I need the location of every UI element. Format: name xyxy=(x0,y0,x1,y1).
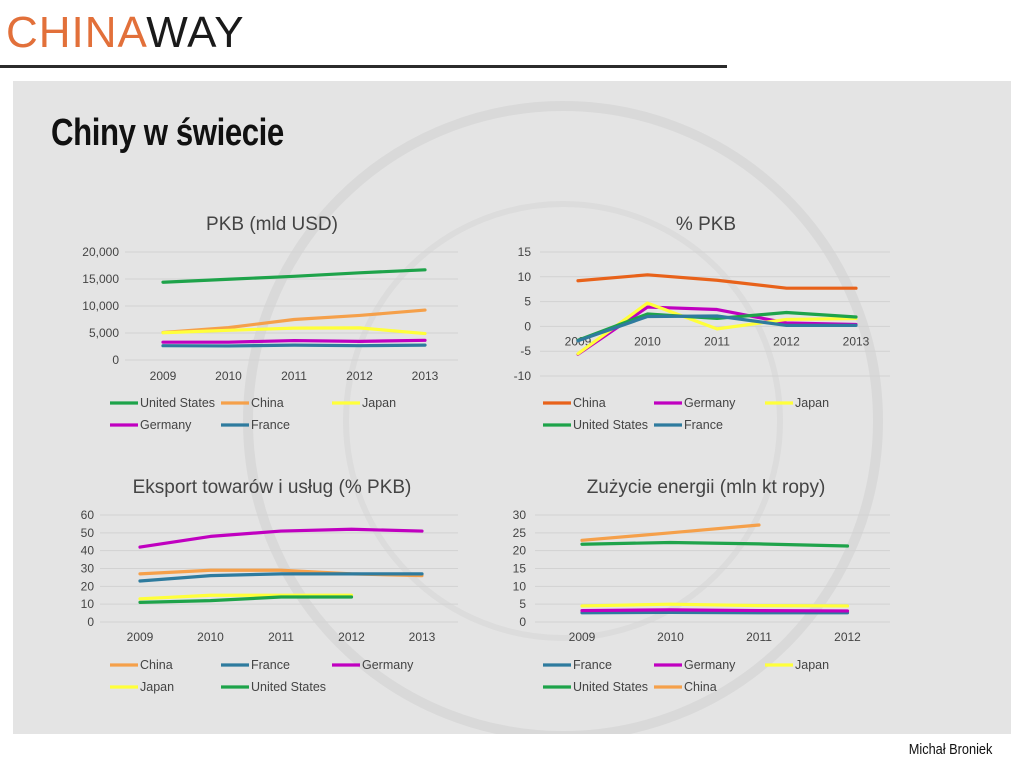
x-tick-label: 2010 xyxy=(215,369,242,383)
y-tick-label: 0 xyxy=(524,319,531,333)
page-title: Chiny w świecie xyxy=(51,112,284,154)
chart-title: Zużycie energii (mln kt ropy) xyxy=(587,477,826,498)
chart-title: % PKB xyxy=(676,214,736,235)
y-tick-label: 10 xyxy=(513,579,527,593)
series-line-france xyxy=(138,572,424,583)
legend-label: Japan xyxy=(795,396,829,410)
x-tick-label: 2009 xyxy=(569,630,596,644)
x-tick-label: 2012 xyxy=(346,369,373,383)
x-tick-label: 2011 xyxy=(704,334,730,348)
series-line-germany xyxy=(580,608,850,613)
legend-label: Japan xyxy=(140,680,174,694)
x-tick-label: 2010 xyxy=(197,630,224,644)
legend-label: Germany xyxy=(684,658,736,672)
legend-label: Germany xyxy=(684,396,736,410)
series-line-china xyxy=(580,523,761,542)
legend-label: United States xyxy=(140,396,215,410)
x-tick-label: 2013 xyxy=(409,630,436,644)
x-tick-label: 2010 xyxy=(657,630,684,644)
y-tick-label: -10 xyxy=(514,369,532,383)
author-name: Michał Broniek xyxy=(908,741,992,758)
series-line-france xyxy=(161,343,427,348)
legend-label: Germany xyxy=(362,658,414,672)
y-tick-label: 0 xyxy=(112,353,119,367)
chinaway-logo: CHINAWAY xyxy=(6,6,245,60)
series-line-germany xyxy=(161,338,427,344)
series-line-france xyxy=(576,314,858,343)
y-tick-label: 20,000 xyxy=(82,245,119,259)
series-line-united-states xyxy=(576,310,858,342)
y-tick-label: 5 xyxy=(519,597,526,611)
legend-label: United States xyxy=(573,418,648,432)
chart-3: Eksport towarów i usług (% PKB) 0 10 20 30 40… xyxy=(81,477,458,694)
x-tick-label: 2010 xyxy=(634,334,661,348)
chart-title: Eksport towarów i usług (% PKB) xyxy=(133,477,412,498)
logo-part-way: WAY xyxy=(146,8,245,57)
y-tick-label: 20 xyxy=(513,544,527,558)
y-tick-label: 15 xyxy=(518,245,532,259)
x-tick-label: 2009 xyxy=(127,630,154,644)
y-tick-label: 5,000 xyxy=(89,326,119,340)
legend-label: China xyxy=(684,680,717,694)
logo-part-china: CHINA xyxy=(6,8,147,57)
x-tick-label: 2009 xyxy=(150,369,177,383)
x-tick-label: 2012 xyxy=(834,630,861,644)
watermark-inner-circle xyxy=(343,201,783,641)
legend-label: France xyxy=(684,418,723,432)
series-line-japan xyxy=(161,326,427,336)
series-line-china xyxy=(161,308,427,335)
y-tick-label: 15 xyxy=(513,562,527,576)
series-line-china xyxy=(576,273,858,290)
legend-label: Germany xyxy=(140,418,192,432)
y-tick-label: 0 xyxy=(87,615,94,629)
x-tick-label: 2011 xyxy=(746,630,772,644)
series-line-japan xyxy=(580,602,850,608)
series-line-japan xyxy=(576,301,858,356)
y-tick-label: 10,000 xyxy=(82,299,119,313)
series-line-united-states xyxy=(161,268,427,284)
series-line-united-states xyxy=(138,595,354,604)
y-tick-label: 60 xyxy=(81,508,95,522)
y-tick-label: 30 xyxy=(513,508,527,522)
legend-label: France xyxy=(251,658,290,672)
y-tick-label: 20 xyxy=(81,579,95,593)
legend-label: United States xyxy=(573,680,648,694)
y-tick-label: -5 xyxy=(520,344,531,358)
legend-label: China xyxy=(140,658,173,672)
y-tick-label: 30 xyxy=(81,562,95,576)
legend-label: China xyxy=(251,396,284,410)
series-line-united-states xyxy=(580,540,850,548)
legend-label: France xyxy=(573,658,612,672)
legend-label: China xyxy=(573,396,606,410)
legend-label: France xyxy=(251,418,290,432)
chart-title: PKB (mld USD) xyxy=(206,214,338,235)
y-tick-label: 15,000 xyxy=(82,272,119,286)
y-tick-label: 10 xyxy=(81,597,95,611)
y-tick-label: 40 xyxy=(81,544,95,558)
chart-1: PKB (mld USD) 0 5,000 10,000 15,000 20,000 200… xyxy=(82,214,458,432)
x-tick-label: 2013 xyxy=(412,369,439,383)
header-divider xyxy=(0,65,727,68)
y-tick-label: 5 xyxy=(524,295,531,309)
x-tick-label: 2011 xyxy=(268,630,294,644)
series-line-japan xyxy=(138,593,354,601)
chart-4: Zużycie energii (mln kt ropy) 0 5 10 15 20 25 3… xyxy=(513,477,890,694)
legend-label: Japan xyxy=(795,658,829,672)
x-tick-label: 2013 xyxy=(843,334,870,348)
x-tick-label: 2011 xyxy=(281,369,307,383)
y-tick-label: 0 xyxy=(519,615,526,629)
legend-label: Japan xyxy=(362,396,396,410)
x-tick-label: 2012 xyxy=(338,630,365,644)
series-line-germany xyxy=(138,527,424,549)
watermark-circle xyxy=(243,101,883,734)
x-tick-label: 2012 xyxy=(773,334,800,348)
y-tick-label: 50 xyxy=(81,526,95,540)
legend-label: United States xyxy=(251,680,326,694)
y-tick-label: 25 xyxy=(513,526,527,540)
content-panel xyxy=(13,81,1011,734)
y-tick-label: 10 xyxy=(518,270,532,284)
